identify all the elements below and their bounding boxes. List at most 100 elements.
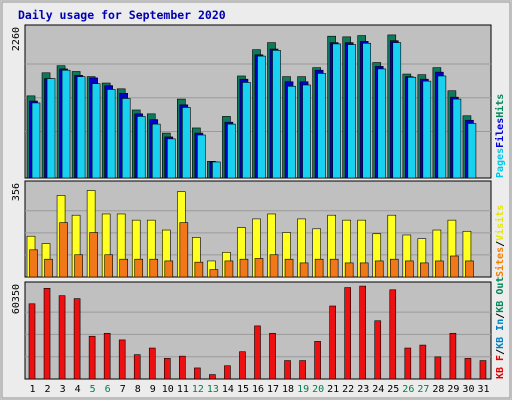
bar-kb-f	[118, 339, 126, 380]
bar-kb-f	[239, 351, 246, 380]
bar-kb-f	[449, 332, 457, 380]
bar-pages	[437, 75, 447, 179]
bar-pages	[182, 107, 191, 179]
panel-visits-sites: 356 Sites/Visits	[11, 180, 506, 278]
x-tick-label: 28	[432, 384, 444, 395]
bar-sites	[314, 258, 324, 278]
x-tick-label: 31	[477, 384, 489, 395]
legend-entry: KB F	[495, 355, 506, 379]
bar-sites	[134, 258, 144, 278]
legend-entry: /	[495, 241, 506, 247]
bar-kb-f	[464, 358, 472, 380]
bar-sites	[44, 258, 53, 278]
bar-kb-f	[254, 325, 261, 380]
bar-pages	[91, 83, 101, 179]
bar-pages	[31, 102, 41, 179]
bar-sites	[194, 261, 204, 278]
x-tick-label: 4	[75, 384, 81, 395]
bar-sites	[119, 258, 128, 278]
bar-kb-f	[419, 344, 427, 380]
x-tick-label: 26	[402, 384, 414, 395]
bar-sites	[344, 262, 354, 278]
x-tick-label: 5	[90, 384, 96, 395]
bar-pages	[392, 42, 402, 179]
bar-kb-f	[58, 295, 66, 380]
bar-pages	[332, 43, 341, 179]
x-tick-label: 7	[120, 384, 126, 395]
bar-pages	[106, 89, 116, 179]
bar-pages	[61, 69, 71, 179]
bar-sites	[405, 260, 414, 278]
bar-sites	[59, 222, 68, 278]
bar-kb-f	[329, 305, 336, 380]
bar-kb-f	[88, 335, 96, 380]
x-tick-label: 10	[162, 384, 174, 395]
bar-sites	[254, 258, 264, 278]
x-tick-label: 15	[237, 384, 249, 395]
chart-title: Daily usage for September 2020	[18, 8, 226, 22]
bar-sites	[104, 254, 113, 278]
bar-kb-f	[479, 360, 487, 380]
bar-kb-f	[314, 341, 321, 380]
x-tick-label: 9	[150, 384, 156, 395]
x-tick-label: 30	[462, 384, 474, 395]
x-tick-label: 8	[135, 384, 141, 395]
bar-sites	[420, 262, 429, 278]
bar-kb-f	[404, 347, 412, 380]
bar-pages	[347, 44, 356, 179]
x-tick-label: 11	[177, 384, 189, 395]
bar-pages	[407, 76, 417, 179]
bar-kb-f	[299, 360, 306, 380]
bar-sites	[374, 260, 384, 278]
legend-entry: Files	[494, 118, 506, 148]
x-tick-label: 6	[105, 384, 111, 395]
panel-hits-files-pages: 2260 PagesFilesHits	[11, 24, 506, 179]
bar-kb-f	[163, 358, 171, 380]
bar-pages	[302, 84, 311, 179]
x-tick-label: 3	[60, 384, 66, 395]
bar-sites	[329, 258, 339, 278]
y-max-label: 2260	[11, 27, 22, 51]
bar-pages	[362, 42, 372, 179]
x-tick-label: 23	[357, 384, 369, 395]
bar-pages	[287, 85, 296, 179]
bar-pages	[151, 123, 161, 179]
x-tick-label: 12	[192, 384, 204, 395]
bar-sites	[149, 258, 159, 278]
legend-entry: Pages	[495, 148, 506, 178]
bar-sites	[435, 260, 444, 278]
bar-sites	[74, 254, 83, 278]
legend-entry: KB In	[495, 319, 506, 349]
bar-pages	[377, 68, 387, 179]
y-max-label: 60350	[11, 284, 22, 314]
x-tick-label: 1	[30, 384, 36, 395]
x-tick-label: 27	[417, 384, 429, 395]
bar-kb-f	[344, 287, 351, 380]
x-tick-label: 14	[222, 384, 234, 395]
x-tick-label: 13	[207, 384, 219, 395]
bar-kb-f	[389, 289, 397, 380]
x-tick-label: 19	[297, 384, 309, 395]
bar-kb-f	[28, 303, 36, 380]
bar-pages	[166, 138, 176, 179]
bar-sites	[209, 269, 219, 278]
bar-sites	[269, 254, 279, 278]
bar-sites	[164, 260, 174, 278]
bar-pages	[212, 161, 221, 179]
bar-sites	[465, 260, 474, 278]
bar-kb-f	[434, 356, 442, 380]
bar-pages	[76, 76, 86, 179]
bar-kb-f	[73, 298, 81, 380]
x-tick-label: 18	[282, 384, 294, 395]
bar-kb-f	[269, 332, 276, 380]
bar-pages	[227, 123, 236, 179]
bar-kb-f	[359, 285, 367, 380]
legend-entry: Hits	[494, 94, 506, 118]
x-tick-label: 17	[267, 384, 279, 395]
legend-label: PagesFilesHits	[494, 94, 506, 178]
bar-pages	[452, 98, 462, 179]
x-tick-label: 22	[342, 384, 354, 395]
bar-sites	[359, 262, 369, 278]
